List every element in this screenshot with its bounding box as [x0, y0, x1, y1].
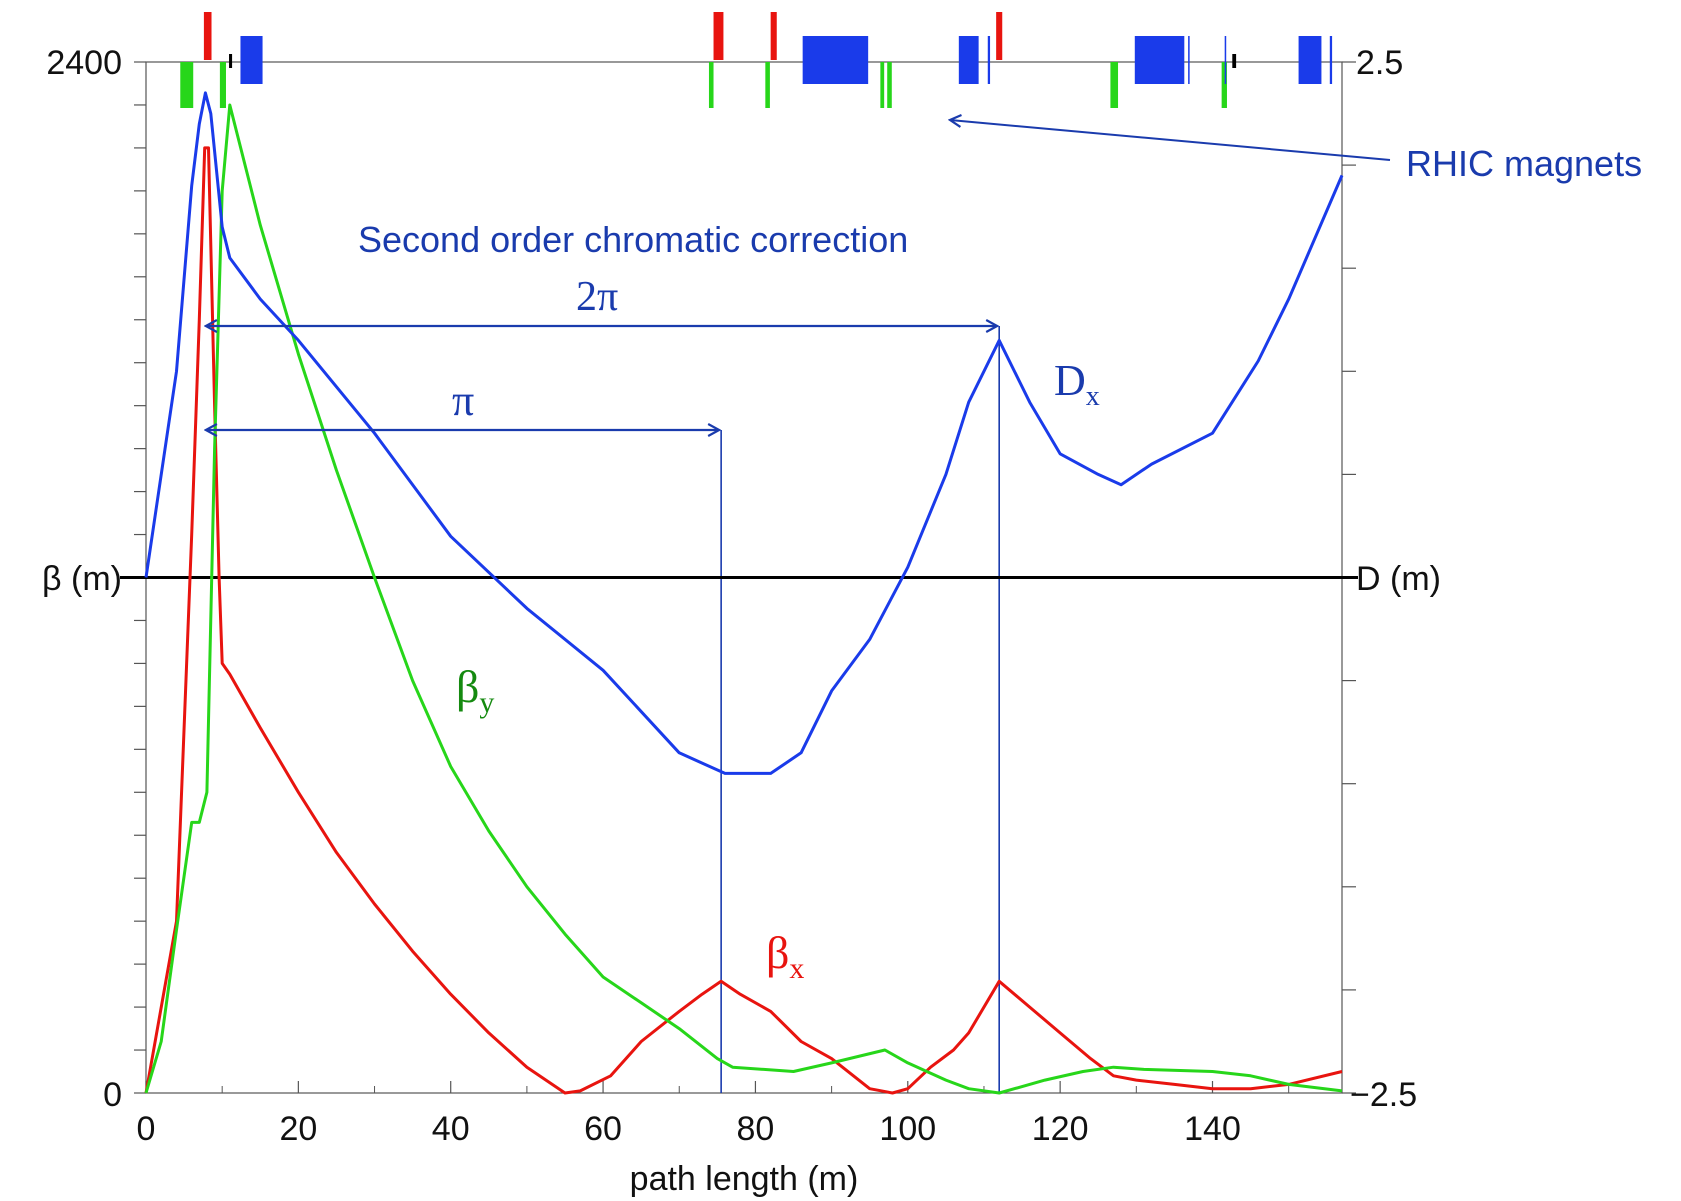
magnets-pointer-arrow: [950, 120, 1391, 161]
y-left-axis-title: β (m): [42, 560, 122, 598]
x-axis-ticks: [145, 1081, 1290, 1093]
x-tick-labels: 0 20 40 60 80 100 120 140: [137, 1110, 1241, 1148]
magnet-dipole: [1134, 36, 1185, 84]
x-tick-label: 140: [1184, 1110, 1241, 1148]
magnet-dipole: [802, 36, 869, 84]
series-line-D-x: [144, 91, 1344, 775]
y-left-top-tick-label: 2400: [46, 44, 122, 82]
magnet-marker: [1232, 54, 1237, 68]
magnets-annotation-label: RHIC magnets: [1406, 143, 1642, 184]
magnet-horizontal-quad: [203, 12, 212, 60]
magnet-vertical-quad: [887, 62, 892, 108]
series-line-β-y: [144, 103, 1343, 1095]
series-label-beta-x: βx: [766, 927, 804, 985]
series-line-β-x: [144, 146, 1343, 1095]
series-label-beta-y: βy: [456, 661, 494, 719]
magnet-horizontal-quad: [770, 12, 777, 60]
y-right-top-tick-label: 2.5: [1356, 44, 1403, 82]
correction-annotation-label: Second order chromatic correction: [358, 219, 908, 260]
x-axis-title: path length (m): [630, 1160, 859, 1198]
magnet-vertical-quad: [765, 62, 770, 108]
x-tick-label: 60: [584, 1110, 622, 1148]
magnet-vertical-quad: [219, 62, 226, 108]
magnet-dipole: [1329, 36, 1333, 84]
x-tick-label: 100: [879, 1110, 936, 1148]
x-tick-label: 40: [432, 1110, 470, 1148]
magnet-vertical-quad: [880, 62, 885, 108]
magnet-vertical-quad: [1110, 62, 1119, 108]
magnet-dipole: [240, 36, 263, 84]
magnet-marker: [229, 54, 233, 68]
x-tick-label: 80: [737, 1110, 775, 1148]
y-right-bottom-tick-label: −2.5: [1350, 1076, 1417, 1114]
pi-label: π: [452, 376, 474, 425]
magnet-vertical-quad: [1221, 62, 1227, 108]
magnet-lattice: [180, 12, 1333, 108]
two-pi-label: 2π: [576, 274, 618, 320]
magnet-dipole: [1224, 36, 1227, 84]
y-left-bottom-tick-label: 0: [103, 1076, 122, 1114]
magnet-vertical-quad: [708, 62, 714, 108]
x-tick-label: 20: [279, 1110, 317, 1148]
magnet-horizontal-quad: [996, 12, 1003, 60]
x-tick-label: 0: [137, 1110, 156, 1148]
series-layer: [144, 91, 1344, 1095]
x-tick-label: 120: [1032, 1110, 1089, 1148]
series-label-dispersion-x: Dx: [1054, 356, 1100, 412]
magnet-vertical-quad: [180, 62, 194, 108]
magnet-dipole: [1298, 36, 1322, 84]
magnet-horizontal-quad: [713, 12, 724, 60]
magnet-dipole: [958, 36, 979, 84]
magnet-dipole: [987, 36, 991, 84]
phase-arrows: [206, 326, 997, 430]
y-right-axis-title: D (m): [1356, 560, 1441, 598]
magnet-dipole: [1188, 36, 1190, 84]
